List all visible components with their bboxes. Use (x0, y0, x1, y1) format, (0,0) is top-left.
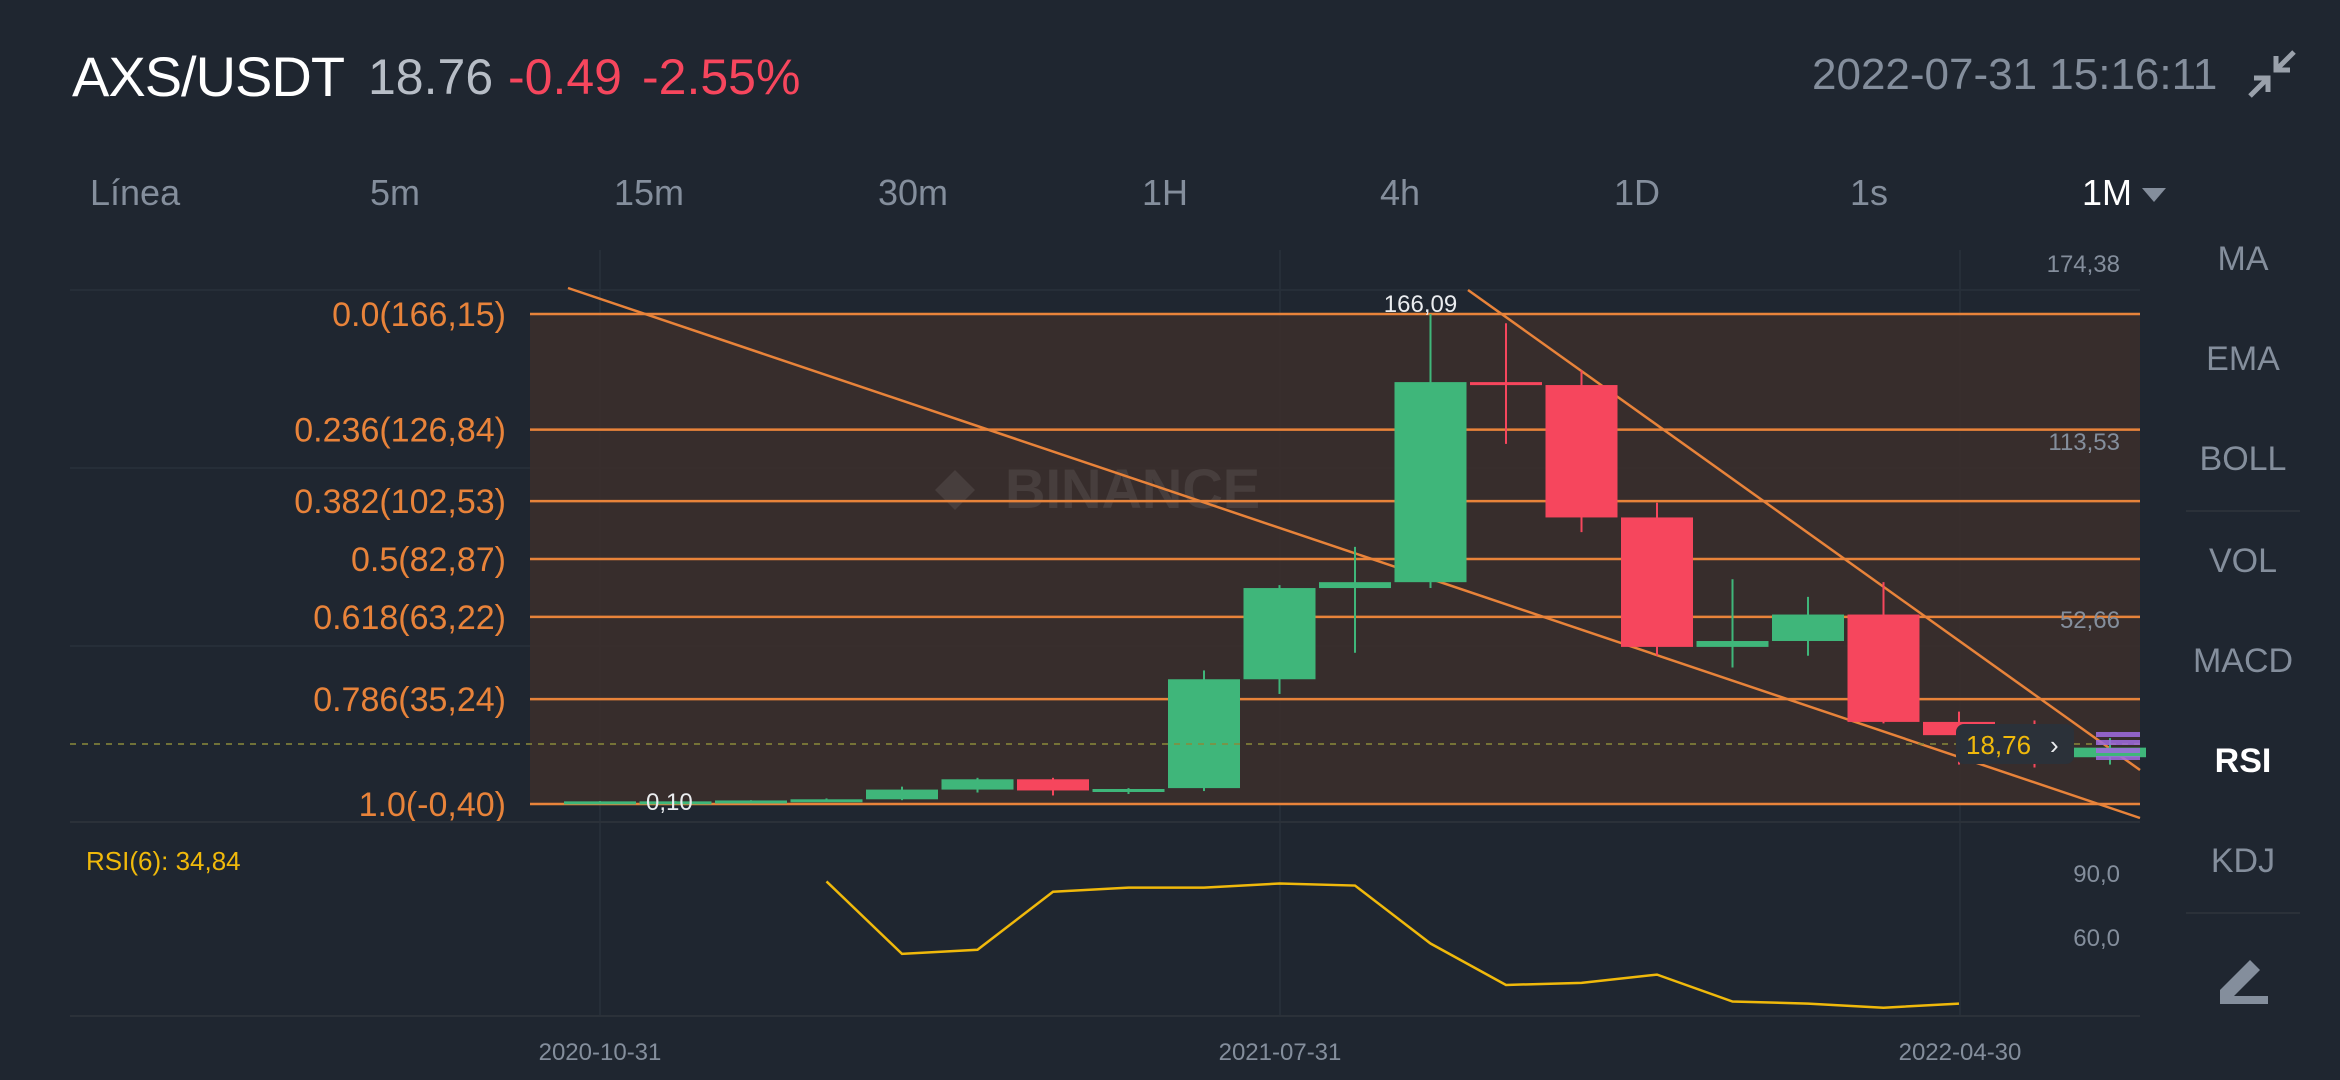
tab-1s[interactable]: 1s (1850, 172, 1889, 213)
rsi-axis-label-1: 90,0 (2073, 861, 2120, 888)
y-axis-label-3: 52,66 (2060, 607, 2120, 634)
tab-4h[interactable]: 4h (1380, 172, 1421, 213)
tab-30m[interactable]: 30m (878, 172, 949, 213)
chevron-down-icon[interactable] (2142, 172, 2166, 212)
svg-text:BINANCE: BINANCE (1005, 457, 1260, 520)
header: AXS/USDT 18.76 -0.49 -2.55% 2022-07-31 1… (0, 0, 2340, 160)
fib-level-label: 0.382(102,53) (294, 483, 506, 521)
candle-body[interactable] (1394, 382, 1467, 583)
tab-1d[interactable]: 1D (1614, 172, 1661, 213)
candle-body[interactable] (1168, 679, 1240, 789)
x-axis-label-1: 2020-10-31 (539, 1039, 662, 1066)
indicator-vol[interactable]: VOL (2208, 542, 2278, 580)
tab-1m-label: 1M (2082, 172, 2133, 213)
last-price-tag[interactable]: 18,76 › (1956, 724, 2074, 764)
candle-body[interactable] (715, 800, 787, 804)
x-axis-label-3: 2022-04-30 (1899, 1039, 2022, 1066)
binance-watermark: BINANCE (935, 457, 1260, 520)
y-axis-label-1: 174,38 (2047, 251, 2120, 278)
last-price: 18.76 (368, 49, 494, 105)
candle-body[interactable] (1772, 614, 1844, 642)
candles (564, 314, 2146, 805)
candle-body[interactable] (1696, 641, 1769, 647)
tab-line[interactable]: Línea (90, 172, 181, 213)
chevron-right-icon: › (2050, 730, 2059, 760)
candle-body[interactable] (1319, 582, 1391, 589)
price-chart[interactable]: BINANCE 0.0(166,15) 0.236(126,84) 0.382(10… (0, 230, 2186, 1080)
x-axis-label-2: 2021-07-31 (1219, 1039, 1342, 1066)
candle-body[interactable] (1092, 788, 1165, 792)
candle-body[interactable] (564, 801, 636, 805)
indicator-kdj[interactable]: KDJ (2210, 842, 2276, 880)
candle-body[interactable] (639, 801, 712, 805)
candle-body[interactable] (1243, 588, 1316, 680)
sidebar-divider (2186, 510, 2300, 512)
candle-body[interactable] (790, 799, 863, 803)
fibonacci-levels: 0.0(166,15) 0.236(126,84) 0.382(102,53) 0.5… (294, 296, 2140, 824)
rsi-line (825, 880, 1960, 1009)
fib-level-label: 0.618(63,22) (313, 599, 506, 637)
high-price-label: 166,09 (1384, 291, 1457, 318)
indicator-ema[interactable]: EMA (2206, 340, 2280, 378)
y-axis-label-2: 113,53 (2048, 429, 2120, 456)
tab-1h[interactable]: 1H (1142, 172, 1189, 213)
fib-level-label: 0.0(166,15) (332, 296, 506, 334)
price-change-percent: -2.55% (642, 49, 801, 105)
fib-level-label: 0.5(82,87) (351, 541, 506, 579)
datetime: 2022-07-31 15:16:11 (1812, 50, 2218, 99)
drawing-level-labels (2096, 732, 2140, 760)
pencil-ruler-icon[interactable] (2214, 950, 2272, 1008)
candle-body[interactable] (1621, 517, 1693, 647)
indicator-macd[interactable]: MACD (2192, 642, 2294, 680)
candle-body[interactable] (1545, 385, 1618, 518)
interval-tabs: Línea 5m 15m 30m 1H 4h 1D 1s 1M (0, 160, 2200, 230)
price-change: -0.49 (508, 49, 622, 105)
candle-body[interactable] (1470, 382, 1542, 386)
indicator-boll[interactable]: BOLL (2199, 440, 2287, 478)
indicator-rsi[interactable]: RSI (2214, 742, 2272, 780)
tab-5m[interactable]: 5m (370, 172, 421, 213)
last-price-tag-label: 18,76 (1966, 730, 2031, 760)
tab-15m[interactable]: 15m (614, 172, 685, 213)
tab-1m[interactable]: 1M (2082, 172, 2132, 214)
fib-level-label: 0.786(35,24) (313, 681, 506, 719)
rsi-axis-label-2: 60,0 (2073, 925, 2120, 952)
collapse-arrows-icon[interactable] (2246, 48, 2298, 100)
trading-pair[interactable]: AXS/USDT (72, 45, 345, 108)
sidebar-divider (2186, 912, 2300, 914)
candle-body[interactable] (1017, 779, 1089, 791)
candle-body[interactable] (1847, 614, 1920, 722)
fib-level-label: 0.236(126,84) (294, 412, 506, 450)
low-price-label: 0,10 (646, 789, 693, 816)
indicator-ma[interactable]: MA (2217, 240, 2269, 278)
candle-body[interactable] (866, 789, 938, 800)
trendline-upper[interactable] (1467, 288, 2141, 772)
rsi-title: RSI(6): 34,84 (86, 846, 241, 876)
fib-level-label: 1.0(-0,40) (359, 786, 506, 824)
candle-body[interactable] (941, 779, 1014, 790)
